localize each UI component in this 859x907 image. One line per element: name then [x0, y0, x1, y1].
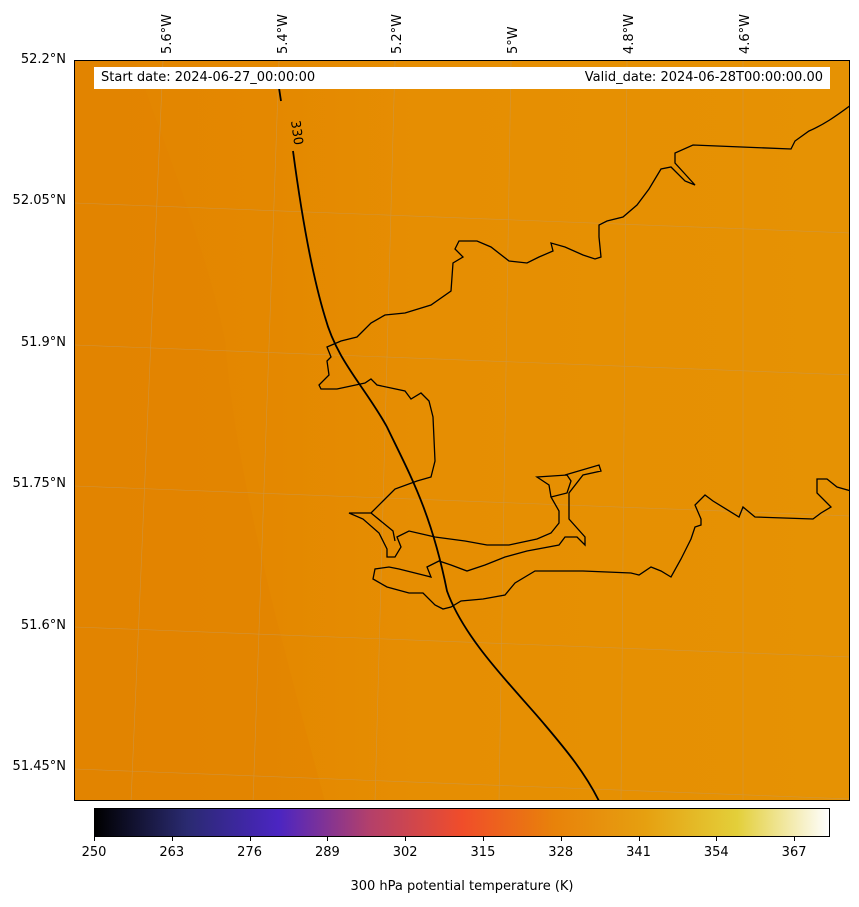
latitude-label: 51.9°N — [20, 335, 66, 350]
latitude-label: 51.6°N — [20, 618, 66, 633]
colorbar-tick-label: 328 — [548, 845, 574, 860]
colorbar-tick-label: 354 — [703, 845, 729, 860]
colorbar-tickmark — [327, 837, 329, 841]
graticule — [75, 61, 849, 800]
colorbar-tickmark — [171, 837, 173, 841]
colorbar-tickmark — [482, 837, 484, 841]
colorbar-tick-label: 367 — [781, 845, 807, 860]
colorbar-tickmark — [638, 837, 640, 841]
colorbar-tick-label: 289 — [314, 845, 340, 860]
colorbar-tickmark — [794, 837, 796, 841]
colorbar-tick-label: 250 — [81, 845, 107, 860]
colorbar-tickmark — [560, 837, 562, 841]
longitude-label: 5°W — [506, 26, 521, 54]
colorbar-tickmark — [716, 837, 718, 841]
latitude-label: 52.2°N — [20, 52, 66, 67]
colorbar-tick-label: 341 — [626, 845, 651, 860]
colorbar-tickmark — [94, 837, 95, 841]
latitude-label: 52.05°N — [12, 193, 66, 208]
latitude-label: 51.75°N — [12, 476, 66, 491]
colorbar-tick-label: 302 — [392, 845, 418, 860]
contour-label: 330 — [287, 119, 305, 146]
contour-330 — [278, 87, 600, 800]
date-header: Start date: 2024-06-27_00:00:00 Valid_da… — [94, 67, 830, 89]
colorbar-tickmark — [249, 837, 251, 841]
start-date-text: Start date: 2024-06-27_00:00:00 — [101, 70, 316, 85]
colorbar — [94, 808, 830, 837]
map-frame: 330 — [74, 60, 850, 801]
coastline — [318, 105, 849, 610]
longitude-label: 4.6°W — [738, 13, 753, 54]
latitude-label: 51.45°N — [12, 759, 66, 774]
longitude-label: 5.6°W — [160, 13, 175, 54]
longitude-label: 5.4°W — [276, 13, 291, 54]
map-canvas: 330 — [75, 61, 849, 800]
colorbar-tickmark — [405, 837, 407, 841]
colorbar-tick-label: 263 — [159, 845, 185, 860]
colorbar-label: 300 hPa potential temperature (K) — [350, 879, 574, 894]
cooler-zone — [75, 61, 325, 800]
valid-date-text: Valid_date: 2024-06-28T00:00:00.00 — [584, 70, 823, 85]
longitude-label: 4.8°W — [622, 13, 637, 54]
colorbar-tick-label: 276 — [237, 845, 262, 860]
colorbar-tick-label: 315 — [470, 845, 496, 860]
longitude-label: 5.2°W — [390, 13, 405, 54]
